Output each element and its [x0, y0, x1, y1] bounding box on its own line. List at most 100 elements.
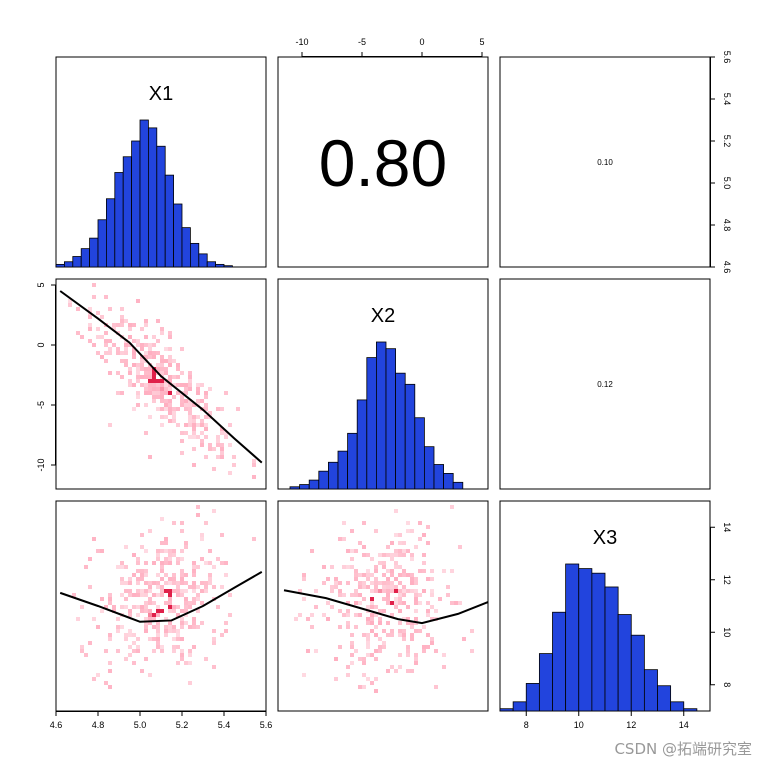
density-cell-x1-x2 [212, 467, 216, 471]
density-cell-x1-x2 [144, 343, 148, 347]
density-cell-x2-x3 [462, 637, 466, 641]
density-cell-x2-x3 [354, 593, 358, 597]
density-cell-x1-x3 [172, 649, 176, 653]
density-cell-x2-x3 [406, 649, 410, 653]
density-cell-x2-x3 [382, 573, 386, 577]
density-cell-x1-x2 [140, 359, 144, 363]
density-cell-x1-x3 [188, 601, 192, 605]
density-cell-x2-x3 [334, 585, 338, 589]
hist-bar-x3 [578, 568, 593, 712]
hist-bar-x2 [318, 470, 329, 490]
density-cell-x1-x2 [168, 383, 172, 387]
density-cell-x1-x2 [136, 339, 140, 343]
density-cell-x1-x2 [220, 451, 224, 455]
density-cell-x1-x2 [160, 391, 164, 395]
density-cell-x2-x3 [350, 529, 354, 533]
density-cell-x1-x3 [184, 589, 188, 593]
density-cell-x2-x3 [410, 669, 414, 673]
density-cell-x1-x3 [148, 609, 152, 613]
density-cell-x1-x2 [192, 435, 196, 439]
density-cell-x2-x3 [302, 597, 306, 601]
density-cell-x1-x2 [148, 371, 152, 375]
density-cell-x1-x3 [156, 629, 160, 633]
density-cell-x2-x3 [310, 625, 314, 629]
density-cell-x1-x3 [180, 609, 184, 613]
density-cell-x2-x3 [386, 585, 390, 589]
density-cell-x2-x3 [354, 549, 358, 553]
density-cell-x2-x3 [406, 589, 410, 593]
hist-bar-x3 [643, 669, 658, 712]
hist-bar-x2 [299, 484, 310, 490]
panel-3-1 [55, 500, 267, 712]
density-cell-x1-x2 [136, 395, 140, 399]
density-cell-x2-x3 [366, 653, 370, 657]
density-cell-x2-x3 [366, 573, 370, 577]
density-cell-x1-x2 [88, 323, 92, 327]
density-cell-x1-x3 [132, 649, 136, 653]
hist-bar-x3 [683, 708, 698, 712]
hist-bar-x1 [189, 242, 200, 268]
density-cell-x1-x3 [148, 597, 152, 601]
density-cell-x2-x3 [334, 677, 338, 681]
hist-bar-x1 [223, 265, 233, 268]
density-cell-x1-x2 [172, 411, 176, 415]
diag-label-x3: X3 [593, 527, 617, 549]
hist-bar-x3 [670, 701, 685, 712]
density-cell-x1-x2 [132, 339, 136, 343]
density-cell-x1-x2 [172, 383, 176, 387]
density-cell-x1-x2 [156, 319, 160, 323]
density-cell-x1-x3 [156, 613, 160, 617]
density-cell-x1-x3 [120, 605, 124, 609]
density-cell-x1-x2 [188, 435, 192, 439]
density-cell-x2-x3 [430, 577, 434, 581]
density-cell-x2-x3 [386, 553, 390, 557]
density-cell-x2-x3 [430, 617, 434, 621]
density-cell-x2-x3 [358, 581, 362, 585]
density-cell-x1-x2 [148, 351, 152, 355]
density-cell-x1-x3 [156, 641, 160, 645]
density-cell-x2-x3 [422, 589, 426, 593]
density-cell-x2-x3 [426, 525, 430, 529]
density-cell-x2-x3 [406, 645, 410, 649]
density-cell-x1-x2 [172, 359, 176, 363]
density-cell-x2-x3 [390, 541, 394, 545]
density-cell-x1-x2 [132, 351, 136, 355]
density-cell-x2-x3 [382, 645, 386, 649]
density-cell-x2-x3 [306, 617, 310, 621]
density-cell-x1-x2 [188, 375, 192, 379]
density-cell-x1-x2 [188, 407, 192, 411]
density-cell-x1-x3 [100, 549, 104, 553]
density-cell-x2-x3 [442, 569, 446, 573]
density-cell-x2-x3 [366, 677, 370, 681]
density-cell-x1-x2 [136, 379, 140, 383]
density-cell-x1-x3 [132, 641, 136, 645]
density-cell-x1-x2 [144, 355, 148, 359]
density-cell-x1-x3 [136, 637, 140, 641]
density-cell-x1-x2 [140, 327, 144, 331]
density-cell-x1-x3 [144, 625, 148, 629]
density-cell-x1-x3 [144, 569, 148, 573]
density-cell-x1-x2 [152, 355, 156, 359]
density-cell-x2-x3 [422, 649, 426, 653]
density-cell-x1-x3 [176, 637, 180, 641]
density-cell-x1-x3 [184, 661, 188, 665]
density-cell-x1-x3 [164, 561, 168, 565]
density-cell-x1-x2 [128, 379, 132, 383]
density-cell-x1-x3 [140, 533, 144, 537]
density-cell-x2-x3 [414, 577, 418, 581]
density-cell-x1-x3 [204, 521, 208, 525]
density-cell-x2-x3 [394, 589, 398, 593]
density-cell-x1-x2 [152, 387, 156, 391]
density-cell-x2-x3 [414, 617, 418, 621]
density-cell-x2-x3 [382, 561, 386, 565]
tick-label-x2: -5 [358, 37, 366, 47]
density-cell-x1-x3 [180, 529, 184, 533]
density-cell-x1-x2 [160, 359, 164, 363]
density-cell-x1-x3 [184, 597, 188, 601]
density-cell-x2-x3 [370, 621, 374, 625]
density-cell-x1-x2 [88, 327, 92, 331]
density-cell-x1-x3 [220, 561, 224, 565]
density-cell-x1-x2 [224, 431, 228, 435]
density-cell-x1-x3 [220, 533, 224, 537]
density-cell-x1-x2 [120, 307, 124, 311]
